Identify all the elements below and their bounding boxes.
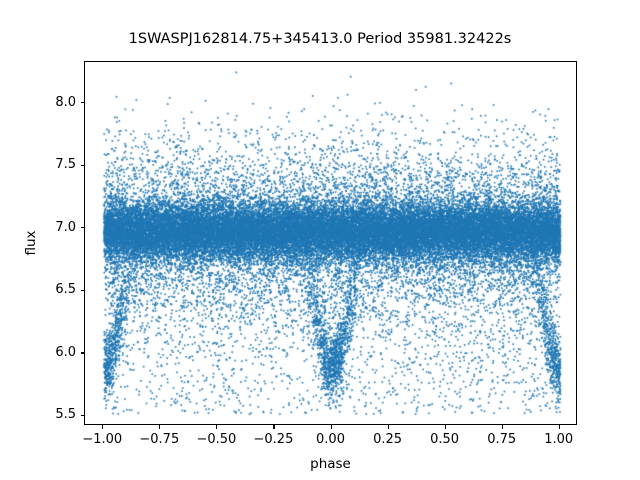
y-tick-mark	[80, 102, 84, 104]
axis-tick-marks	[80, 61, 577, 429]
y-tick-label: 7.0	[55, 219, 76, 235]
x-tick-label: −1.00	[82, 432, 123, 447]
x-tick-mark	[387, 425, 389, 429]
x-tick-mark	[558, 425, 560, 429]
x-tick-label: −0.75	[139, 432, 180, 447]
x-tick-mark	[102, 425, 104, 429]
y-tick-label: 6.5	[55, 282, 76, 298]
x-tick-label: 0.75	[487, 432, 517, 447]
y-tick-mark	[80, 164, 84, 166]
y-tick-mark	[80, 289, 84, 291]
y-tick-label: 7.5	[55, 157, 76, 173]
x-tick-label: −0.50	[196, 432, 237, 447]
y-tick-mark	[80, 414, 84, 417]
x-tick-label: 0.25	[373, 432, 403, 447]
x-tick-mark	[273, 425, 275, 429]
y-tick-mark	[80, 352, 84, 354]
x-axis-label: phase	[310, 456, 351, 472]
x-tick-label: 1.00	[544, 432, 574, 447]
y-tick-mark	[80, 227, 84, 229]
y-axis-label-text: flux	[23, 230, 39, 256]
x-tick-label: 0.50	[430, 432, 460, 447]
x-tick-mark	[501, 425, 503, 429]
x-tick-mark	[330, 425, 332, 429]
x-tick-mark	[159, 425, 161, 429]
plot-area[interactable]	[84, 61, 577, 425]
x-tick-mark	[444, 425, 446, 429]
x-tick-label: 0.00	[316, 432, 345, 447]
chart-title: 1SWASPJ162814.75+345413.0 Period 35981.3…	[128, 31, 512, 47]
x-axis-tick-labels: −1.00 −0.75 −0.50 −0.25 0.00 0.25 0.50 0.75 1.00	[0, 433, 640, 453]
y-tick-label: 5.5	[55, 407, 76, 423]
x-tick-mark	[216, 425, 218, 429]
y-axis-tick-labels: 5.5 6.0 6.5 7.0 7.5 8.0	[32, 0, 76, 480]
x-tick-label: −0.25	[253, 432, 294, 447]
y-tick-label: 8.0	[55, 94, 76, 110]
scatter-points-layer	[85, 62, 576, 424]
y-tick-label: 6.0	[55, 344, 76, 360]
